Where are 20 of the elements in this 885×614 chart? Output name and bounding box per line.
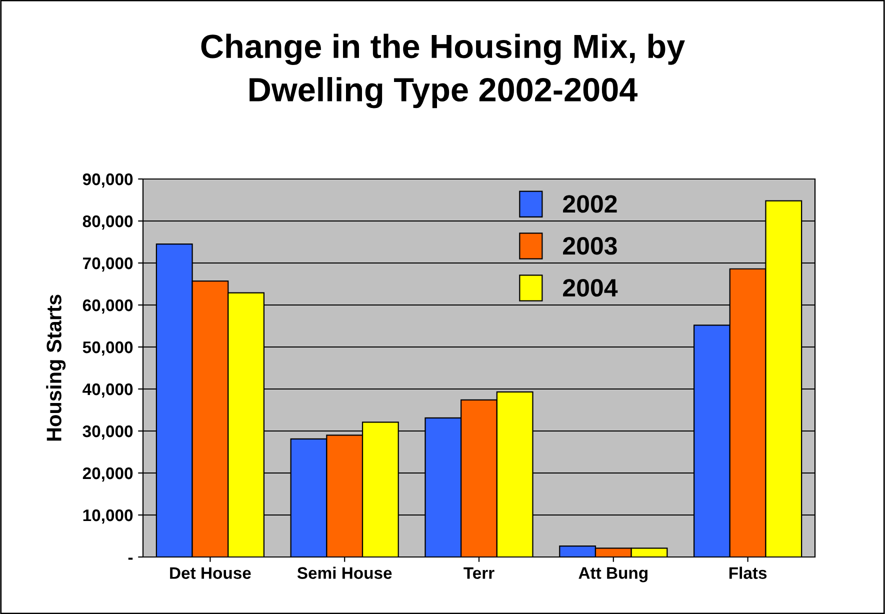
y-tick-label: 60,000 xyxy=(82,299,133,314)
y-tick-label: 10,000 xyxy=(83,509,133,524)
chart-title: Change in the Housing Mix, by Dwelling Type 2002-2004 xyxy=(201,34,685,108)
y-axis-title: Housing Starts xyxy=(46,294,66,441)
y-tick-label: 40,000 xyxy=(82,383,133,398)
y-tick-label: 50,000 xyxy=(82,341,133,356)
x-tick-label: Semi House xyxy=(297,566,392,579)
legend-label: 2004 xyxy=(563,278,618,297)
y-tick-label: - xyxy=(128,558,133,560)
legend-label: 2003 xyxy=(563,237,617,255)
x-tick-label: Flats xyxy=(729,566,767,579)
y-tick-label: 70,000 xyxy=(83,257,133,272)
y-tick-label: 20,000 xyxy=(82,467,133,482)
x-tick-label: Det House xyxy=(170,567,251,579)
y-tick-label: 80,000 xyxy=(82,215,133,230)
y-tick-label: 90,000 xyxy=(82,173,133,188)
y-tick-label: 30,000 xyxy=(82,425,133,440)
legend-label: 2002 xyxy=(563,195,617,213)
x-tick-label: Att Bung xyxy=(578,567,648,582)
x-tick-label: Terr xyxy=(464,567,494,579)
